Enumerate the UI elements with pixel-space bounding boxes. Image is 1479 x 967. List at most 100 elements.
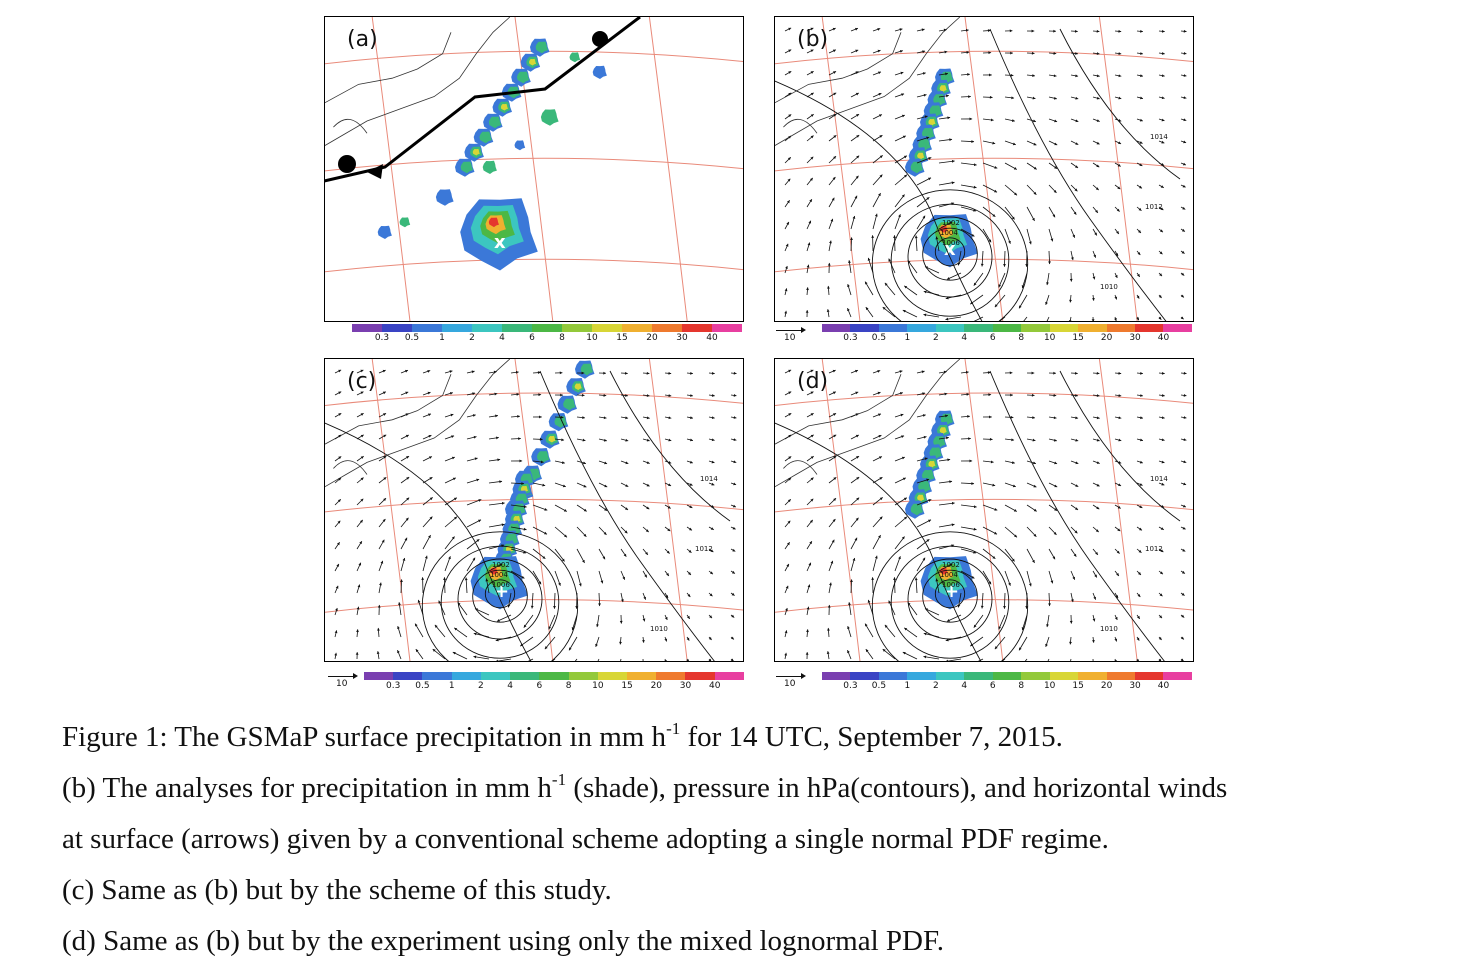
wind-arrow-head (1161, 52, 1165, 55)
wind-arrow-head (810, 391, 814, 395)
wind-arrow-head (452, 651, 456, 655)
wind-arrow-head (1050, 580, 1054, 584)
wind-arrow-head (1032, 96, 1036, 100)
wind-arrow-head (575, 606, 579, 609)
wind-arrow-head (854, 369, 858, 373)
wind-arrow-head (878, 456, 882, 459)
colorbar-tick-label: 15 (616, 333, 628, 343)
pressure-contour (775, 422, 982, 661)
wind-arrow-head (830, 560, 834, 564)
colorbar-tick-label: 0.3 (843, 333, 858, 343)
wind-arrow-head (1181, 592, 1185, 596)
wind-arrow-head (871, 577, 875, 580)
wind-arrow-head (520, 643, 524, 647)
wind-arrow-head (544, 646, 548, 650)
wind-arrow-head (1011, 216, 1015, 220)
wind-arrow-head (1010, 415, 1014, 419)
wind-arrow-head (646, 483, 650, 487)
colorbar-segment (568, 672, 598, 680)
wind-arrow-head (667, 505, 671, 509)
wind-arrow-head (1182, 526, 1186, 530)
colorbar-tick-label: 4 (961, 681, 968, 691)
wind-arrow-head (710, 549, 714, 553)
wind-arrow-head (924, 608, 928, 611)
wind-arrow-head (421, 577, 425, 580)
wind-arrow-head (564, 534, 567, 538)
wind-arrow (1021, 272, 1028, 289)
colorbar-segment (907, 324, 936, 332)
wind-arrow-head (472, 392, 476, 396)
wind-arrow-head (1159, 615, 1163, 619)
colorbar-strip (822, 672, 1192, 680)
wind-arrow-head (1073, 553, 1077, 557)
precip-scattered (399, 217, 411, 228)
wind-arrow-head (493, 370, 497, 374)
colorbar-tick-label: 40 (706, 333, 718, 343)
colorbar-segment (597, 672, 627, 680)
wind-arrow-head (603, 393, 607, 397)
longitude-line (821, 359, 861, 661)
wind-arrow-head (878, 535, 881, 539)
wind-arrow-head (882, 649, 886, 652)
wind-arrow-head (788, 434, 792, 438)
wind-arrow-head (642, 661, 645, 662)
wind-arrow-head (1053, 531, 1057, 535)
wind-arrow-head (874, 555, 878, 559)
wind-arrow-head (970, 301, 974, 305)
wind-arrow-head (902, 477, 906, 481)
wind-arrow-head (810, 71, 814, 74)
wind-arrow-head (337, 520, 341, 524)
wind-arrow-head (406, 477, 410, 480)
colorbar-segment (1049, 324, 1079, 332)
wind-arrow (597, 658, 600, 661)
colorbar-tick-label: 30 (1129, 333, 1141, 343)
wind-arrow-head (1136, 659, 1139, 661)
wind-arrow-head (434, 624, 438, 628)
wind-arrow-head (562, 484, 566, 488)
wind-arrow-head (473, 632, 477, 636)
wind-arrow-head (829, 240, 832, 244)
wind-arrow-head (924, 457, 928, 461)
wind-arrow-head (1009, 371, 1013, 375)
colorbar-ticks: 0.3 0.5 1 2 4 6 8 10 15 20 30 40 (822, 681, 1192, 695)
colorbar-b: 0.3 0.5 1 2 4 6 8 10 15 20 30 40 (822, 324, 1192, 348)
wind-arrow-head (809, 541, 812, 545)
wind-arrow-head (1182, 504, 1186, 508)
pressure-label: 1006 (492, 581, 510, 589)
wind-arrow-head (847, 308, 850, 312)
colorbar-tick-label: 8 (1018, 333, 1025, 343)
wind-arrow-head (832, 518, 836, 522)
wind-arrow-head (1161, 482, 1165, 486)
colorbar-tick-label: 15 (1072, 333, 1084, 343)
wind-arrow-head (603, 371, 606, 375)
wind-arrow-head (806, 264, 810, 268)
wind-arrow (1047, 658, 1050, 661)
wind-arrow-head (360, 434, 364, 438)
wind-arrow-head (485, 578, 489, 582)
wind-arrow-head (451, 536, 455, 540)
wind-arrow-head (1074, 371, 1078, 375)
wind-arrow-head (788, 456, 792, 460)
wind-arrow-head (787, 499, 791, 503)
colorbar-tick-label: 30 (676, 333, 688, 343)
longitude-line (964, 359, 1004, 661)
wind-arrow-head (473, 435, 477, 439)
precip-scattered (569, 52, 581, 63)
wind-arrow-head (945, 296, 949, 300)
pressure-contour (484, 579, 516, 609)
colorbar-tick-label: 4 (507, 681, 514, 691)
colorbar-strip (364, 672, 744, 680)
wind-arrow-head (1136, 637, 1140, 641)
wind-arrow-head (709, 615, 713, 619)
wind-arrow-head (1161, 163, 1165, 166)
wind-arrow-head (417, 599, 421, 603)
wind-arrow-head (1075, 119, 1079, 123)
wind-arrow-head (604, 461, 608, 465)
wind-arrow-head (807, 242, 811, 246)
wind-arrow-head (1095, 551, 1098, 555)
pressure-contour (934, 579, 966, 609)
wind-arrow-head (973, 550, 977, 554)
colorbar-segment (1134, 324, 1164, 332)
wind-arrow (571, 614, 578, 631)
pressure-label: 1010 (1100, 283, 1118, 291)
